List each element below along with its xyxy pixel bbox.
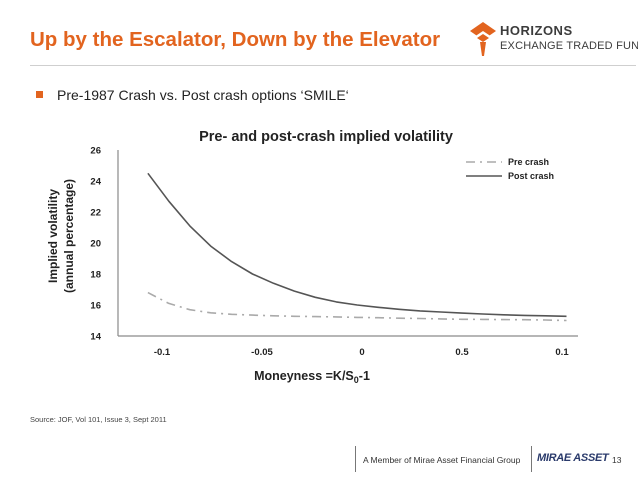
y-axis-title-line2: (annual percentage)	[62, 179, 76, 293]
y-tick-label: 14	[90, 332, 101, 343]
y-tick-label: 26	[90, 146, 101, 157]
chart-title: Pre- and post-crash implied volatility	[199, 129, 453, 145]
series-line-post-crash	[147, 172, 567, 318]
logo-brand: HORIZONS	[500, 23, 573, 38]
y-tick-label: 20	[90, 239, 101, 250]
x-axis-title-subscript: 0	[354, 375, 359, 385]
x-tick-label: 0.1	[555, 347, 569, 358]
page-number: 13	[612, 455, 622, 465]
chart-axes	[117, 150, 578, 337]
bullet-item: Pre-1987 Crash vs. Post crash options ‘S…	[36, 87, 349, 103]
bullet-text: Pre-1987 Crash vs. Post crash options ‘S…	[57, 87, 349, 103]
source-note: Source: JOF, Vol 101, Issue 3, Sept 2011	[30, 415, 167, 424]
x-axis-title: Moneyness =K/S0-1	[254, 369, 370, 385]
x-tick-label: 0.5	[455, 347, 469, 358]
chart-series	[147, 172, 567, 322]
y-axis-title-line1: Implied volatility	[46, 189, 60, 283]
y-tick-label: 16	[90, 301, 101, 312]
series-line-pre-crash	[147, 291, 567, 322]
slide-title: Up by the Escalator, Down by the Elevato…	[30, 28, 441, 51]
x-tick-label: 0	[359, 347, 364, 358]
logo-subtitle: EXCHANGE TRADED FUNDS	[500, 40, 638, 52]
horizons-flame-icon	[470, 22, 496, 56]
chart-legend: Pre crash Post crash	[466, 157, 554, 181]
y-tick-label: 18	[90, 270, 101, 281]
x-axis-title-main: Moneyness =K/S	[254, 369, 354, 383]
x-tick-label: -0.1	[154, 347, 171, 358]
x-axis-title-tail: -1	[359, 369, 370, 383]
y-axis-title: Implied volatility (annual percentage)	[46, 179, 76, 293]
legend-label-pre-crash: Pre crash	[508, 157, 549, 167]
legend-label-post-crash: Post crash	[508, 171, 554, 181]
footer-divider-right	[531, 446, 532, 472]
y-tick-label: 22	[90, 208, 101, 219]
x-tick-label: -0.05	[251, 347, 273, 358]
title-divider	[30, 65, 636, 66]
bullet-square-icon	[36, 91, 43, 98]
footer-divider-left	[355, 446, 356, 472]
footer-member-text: A Member of Mirae Asset Financial Group	[363, 455, 521, 465]
mirae-asset-logo: MIRAE ASSET	[537, 452, 609, 464]
horizons-logo: HORIZONS EXCHANGE TRADED FUNDS	[470, 22, 638, 62]
chart-ticks: 26 24 22 20 18 16 14 -0.1 -0.05 0 0.5 0.1	[90, 146, 569, 359]
y-tick-label: 24	[90, 177, 101, 188]
